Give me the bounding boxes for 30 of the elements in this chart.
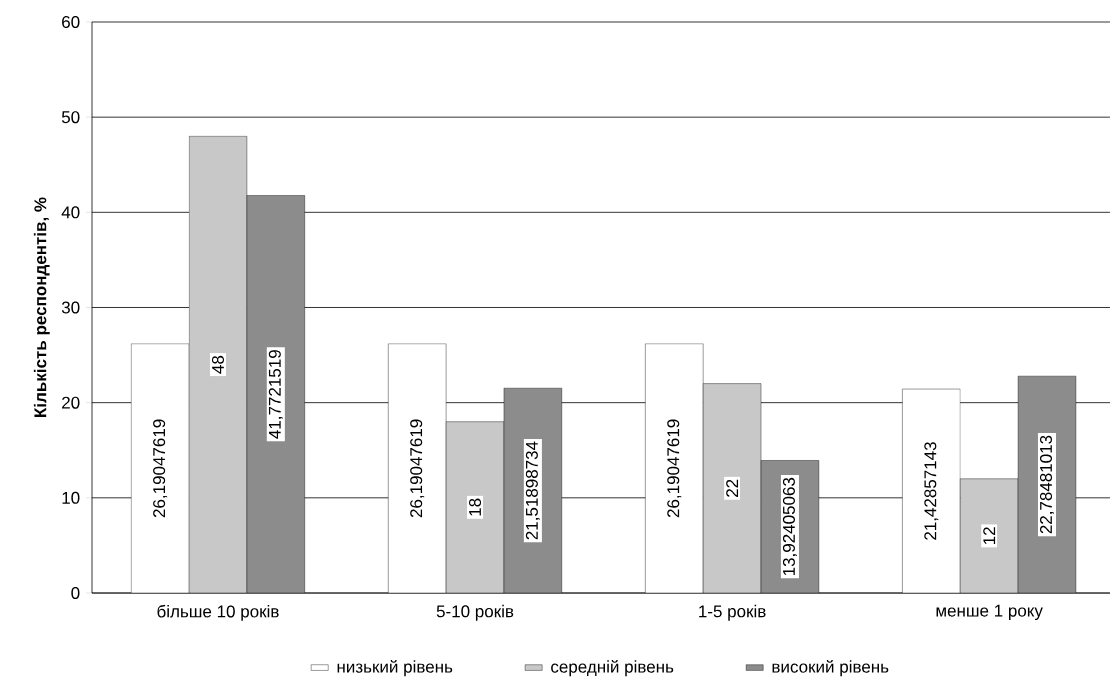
bar bbox=[246, 195, 305, 593]
data-label: 26,19047619 bbox=[153, 419, 168, 518]
y-tick-label: 60 bbox=[62, 15, 80, 29]
data-label: 22 bbox=[726, 479, 739, 497]
y-tick-label: 20 bbox=[62, 396, 80, 409]
y-tick-label: 40 bbox=[61, 206, 80, 219]
legend-label: високий рівень bbox=[772, 659, 889, 677]
y-tick-label: 10 bbox=[62, 491, 80, 504]
data-label: 13,92405063 bbox=[782, 477, 797, 576]
data-label: 48 bbox=[211, 355, 224, 374]
data-label: 21,42857143 bbox=[924, 442, 939, 540]
data-label: 41,7721519 bbox=[268, 350, 283, 439]
x-tick-label: більше 10 років bbox=[157, 604, 279, 621]
x-tick-label: 5-10 років bbox=[436, 604, 514, 621]
y-tick-label: 0 bbox=[71, 586, 80, 600]
bar bbox=[503, 388, 562, 593]
x-tick-label: менше 1 року bbox=[936, 604, 1043, 621]
y-axis-title: Кількість респондентів, % bbox=[33, 197, 50, 417]
data-label: 26,19047619 bbox=[410, 419, 425, 518]
data-label: 26,19047619 bbox=[667, 419, 682, 518]
bar bbox=[1017, 375, 1077, 593]
y-tick-label: 30 bbox=[61, 301, 80, 314]
data-label: 12 bbox=[983, 527, 996, 545]
data-label: 21,51898734 bbox=[525, 441, 540, 540]
y-tick-label: 50 bbox=[61, 111, 80, 124]
data-label: 18 bbox=[469, 498, 482, 516]
x-tick-label: 1-5 років bbox=[699, 604, 766, 621]
data-label: 22,78481013 bbox=[1039, 435, 1055, 534]
legend-label: середній рівень bbox=[551, 659, 674, 677]
legend-label: низький рівень bbox=[337, 659, 453, 677]
